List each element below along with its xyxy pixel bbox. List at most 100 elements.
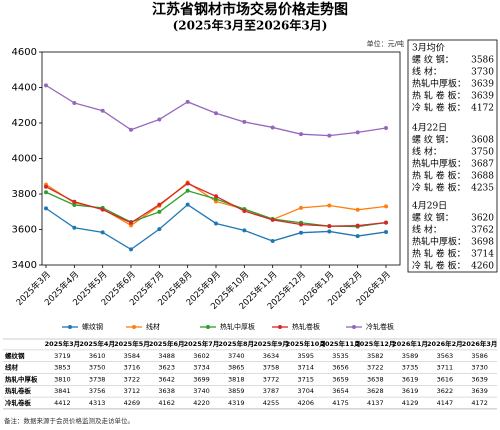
table-cell: 3714	[297, 364, 314, 372]
table-cell: 3638	[158, 387, 175, 395]
data-point	[327, 229, 332, 234]
table-row-label: 热轧卷板	[5, 386, 32, 395]
data-point	[270, 239, 275, 244]
data-point	[100, 207, 105, 212]
data-point	[129, 127, 133, 132]
data-point	[44, 190, 48, 195]
table-cell: 3712	[124, 387, 141, 395]
data-point	[355, 130, 360, 135]
data-point	[185, 181, 190, 186]
side-label: 线 材：	[412, 146, 442, 158]
data-point	[129, 220, 133, 225]
side-title: 3月均价	[412, 42, 445, 54]
table-cell: 4313	[89, 399, 106, 407]
side-value: 3687	[471, 160, 494, 170]
y-tick-label: 4600	[12, 47, 37, 58]
table-header: 2025年8月	[218, 339, 254, 348]
table-row-label: 螺纹钢	[5, 351, 25, 360]
data-point	[242, 228, 247, 233]
legend-marker	[352, 325, 356, 329]
data-point	[384, 220, 388, 225]
y-tick-label: 3800	[12, 189, 37, 200]
legend-marker	[132, 325, 136, 329]
table-cell: 4175	[332, 399, 349, 407]
table-cell: 4255	[263, 399, 280, 407]
data-point	[72, 199, 77, 204]
side-value: 4235	[471, 184, 494, 194]
table-header: 2026年2月	[427, 339, 463, 348]
table-cell: 4147	[437, 399, 454, 407]
table-cell: 3628	[367, 387, 384, 395]
data-point	[299, 230, 303, 235]
table-cell: 4220	[193, 399, 210, 407]
side-value: 3688	[471, 172, 494, 182]
data-point	[299, 205, 303, 210]
table-header: 2025年3月	[45, 339, 81, 348]
table-cell: 3730	[471, 364, 488, 372]
side-label: 线 材：	[412, 224, 442, 236]
side-label: 热轧中厚板：	[412, 236, 466, 248]
data-point	[100, 230, 105, 235]
data-point	[157, 227, 162, 232]
note: 备注：数据来源于会员价格监测及走访单位。	[4, 416, 134, 425]
side-label: 冷 轧 卷 板：	[412, 102, 466, 114]
table-cell: 3610	[89, 352, 106, 360]
table-cell: 3859	[228, 387, 245, 395]
table-header: 2025年12月	[355, 339, 395, 348]
table-cell: 3735	[402, 364, 419, 372]
data-point	[355, 234, 360, 239]
legend-label: 线材	[146, 322, 160, 331]
data-point	[242, 209, 247, 214]
table-cell: 3563	[437, 352, 454, 360]
data-point	[185, 188, 190, 193]
data-point	[327, 224, 332, 229]
data-point	[157, 202, 162, 207]
chart-title: 江苏省钢材市场交易价格走势图	[152, 1, 348, 18]
table-cell: 3841	[54, 387, 71, 395]
table-cell: 3740	[228, 352, 245, 360]
data-point	[44, 206, 48, 211]
table-cell: 3704	[297, 387, 314, 395]
table-cell: 3772	[263, 375, 280, 383]
table-row-label: 冷轧卷板	[5, 398, 32, 407]
data-point	[270, 217, 275, 222]
y-tick-label: 4000	[12, 154, 37, 165]
data-point	[72, 225, 77, 230]
table-cell: 4319	[228, 399, 245, 407]
side-value: 3750	[471, 148, 494, 158]
table-cell: 4172	[471, 399, 488, 407]
data-point	[72, 203, 77, 208]
table-cell: 3602	[193, 352, 210, 360]
table-cell: 3616	[437, 375, 454, 383]
side-value: 3586	[471, 56, 494, 66]
table-cell: 3722	[367, 364, 384, 372]
table-cell: 3584	[124, 352, 141, 360]
side-label: 冷 轧 卷 板：	[412, 260, 466, 272]
unit-label: 单位：元/吨	[367, 39, 404, 48]
table-cell: 3634	[263, 352, 280, 360]
table-cell: 3738	[89, 375, 106, 383]
data-point	[100, 108, 105, 113]
data-point	[327, 203, 332, 208]
side-label: 热 轧 卷 板：	[412, 90, 466, 102]
y-tick-label: 4400	[12, 83, 37, 94]
table-header: 2025年11月	[320, 339, 360, 348]
legend-label: 冷轧卷板	[366, 322, 394, 331]
table-cell: 3719	[54, 352, 71, 360]
table-cell: 3586	[471, 352, 488, 360]
table-cell: 3659	[332, 375, 349, 383]
side-value: 4260	[471, 262, 494, 272]
table-cell: 3711	[437, 364, 454, 372]
legend-marker	[278, 325, 282, 329]
data-point	[299, 222, 303, 227]
table-header: 2025年7月	[184, 339, 220, 348]
y-tick-label: 4200	[12, 118, 37, 129]
side-label: 螺 纹 钢：	[412, 212, 454, 224]
table-cell: 3582	[367, 352, 384, 360]
side-value: 3730	[471, 68, 494, 78]
data-point	[384, 204, 388, 209]
side-label: 热 轧 卷 板：	[412, 248, 466, 260]
series-line	[45, 181, 387, 227]
legend-label: 热轧中厚板	[220, 322, 255, 331]
